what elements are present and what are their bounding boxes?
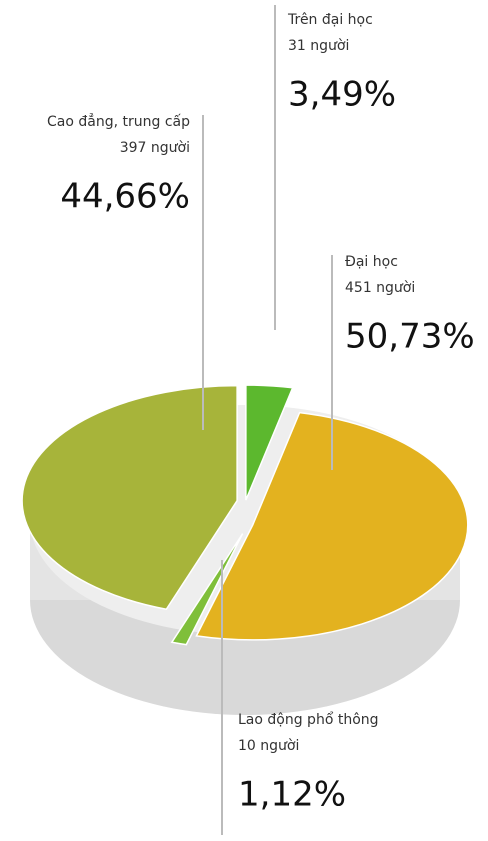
count-label: 397 người bbox=[120, 140, 190, 156]
category-label: Trên đại học bbox=[287, 12, 373, 28]
count-label: 451 người bbox=[345, 280, 415, 296]
pie-slice bbox=[21, 384, 238, 611]
pie-slice bbox=[170, 533, 244, 646]
count-label: 10 người bbox=[238, 738, 299, 754]
category-label: Lao động phổ thông bbox=[238, 711, 379, 728]
percent-label: 3,49% bbox=[288, 75, 396, 115]
pie-slice bbox=[245, 384, 294, 501]
count-label: 31 người bbox=[288, 38, 349, 54]
category-label: Đại học bbox=[345, 254, 398, 270]
category-label: Cao đẳng, trung cấp bbox=[47, 113, 190, 130]
percent-label: 50,73% bbox=[345, 317, 475, 357]
percent-label: 1,12% bbox=[238, 775, 346, 815]
pie-slice bbox=[195, 411, 469, 641]
percent-label: 44,66% bbox=[60, 177, 190, 217]
